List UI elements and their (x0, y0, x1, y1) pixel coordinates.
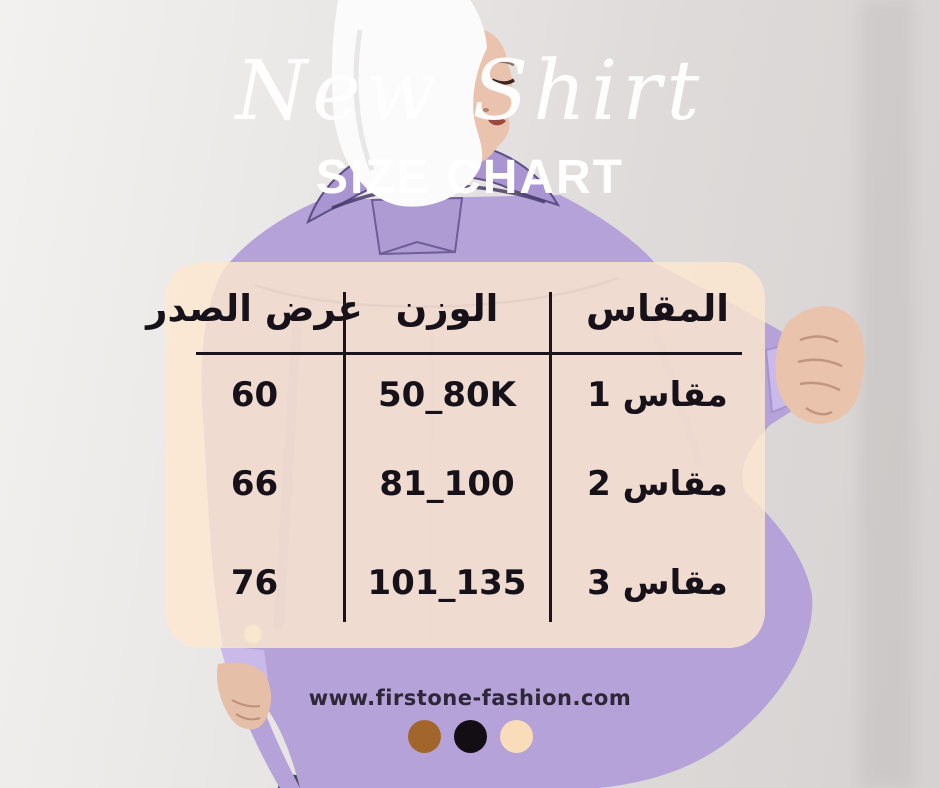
hand (216, 662, 272, 730)
color-swatch-brown (407, 720, 441, 753)
column-header-weight: الوزن (395, 286, 499, 330)
nostril (483, 108, 489, 112)
color-swatch-black (453, 720, 487, 753)
table-divider-vertical (549, 292, 552, 622)
eyebrow (489, 60, 515, 67)
finger-lines (797, 335, 843, 416)
cell-weight: 81_100 (379, 464, 515, 504)
cell-chest-width: 66 (230, 464, 279, 504)
background-shadow-band (860, 0, 914, 788)
table-header-underline (196, 352, 742, 355)
cell-weight: 101_135 (367, 563, 527, 603)
hijab (331, 0, 487, 207)
cell-size: مقاس 3 (587, 563, 728, 603)
size-table: عرض الصدر الوزن المقاس 60 50_80K مقاس 1 … (146, 262, 765, 648)
table-divider-vertical (343, 292, 346, 622)
size-chart-panel (165, 262, 765, 648)
column-header-size: المقاس (586, 286, 729, 330)
website-url: www.firstone-fashion.com (308, 686, 632, 710)
finger-lines (231, 699, 261, 721)
cell-weight: 50_80K (378, 375, 516, 415)
hand-fist (775, 306, 865, 424)
box-pleat-seam (379, 240, 456, 255)
color-swatch-cream (499, 720, 533, 753)
cell-chest-width: 60 (230, 375, 279, 415)
cell-size: مقاس 2 (587, 464, 728, 504)
cell-size: مقاس 1 (587, 375, 728, 415)
color-swatches (170, 720, 770, 753)
page-title: SIZE CHART (316, 151, 624, 204)
script-headline: New Shirt (235, 44, 705, 139)
cell-chest-width: 76 (230, 563, 279, 603)
eyelashes (491, 78, 515, 85)
hijab-fold (353, 29, 375, 171)
column-header-chest-width: عرض الصدر (146, 286, 363, 330)
lips (488, 117, 506, 126)
